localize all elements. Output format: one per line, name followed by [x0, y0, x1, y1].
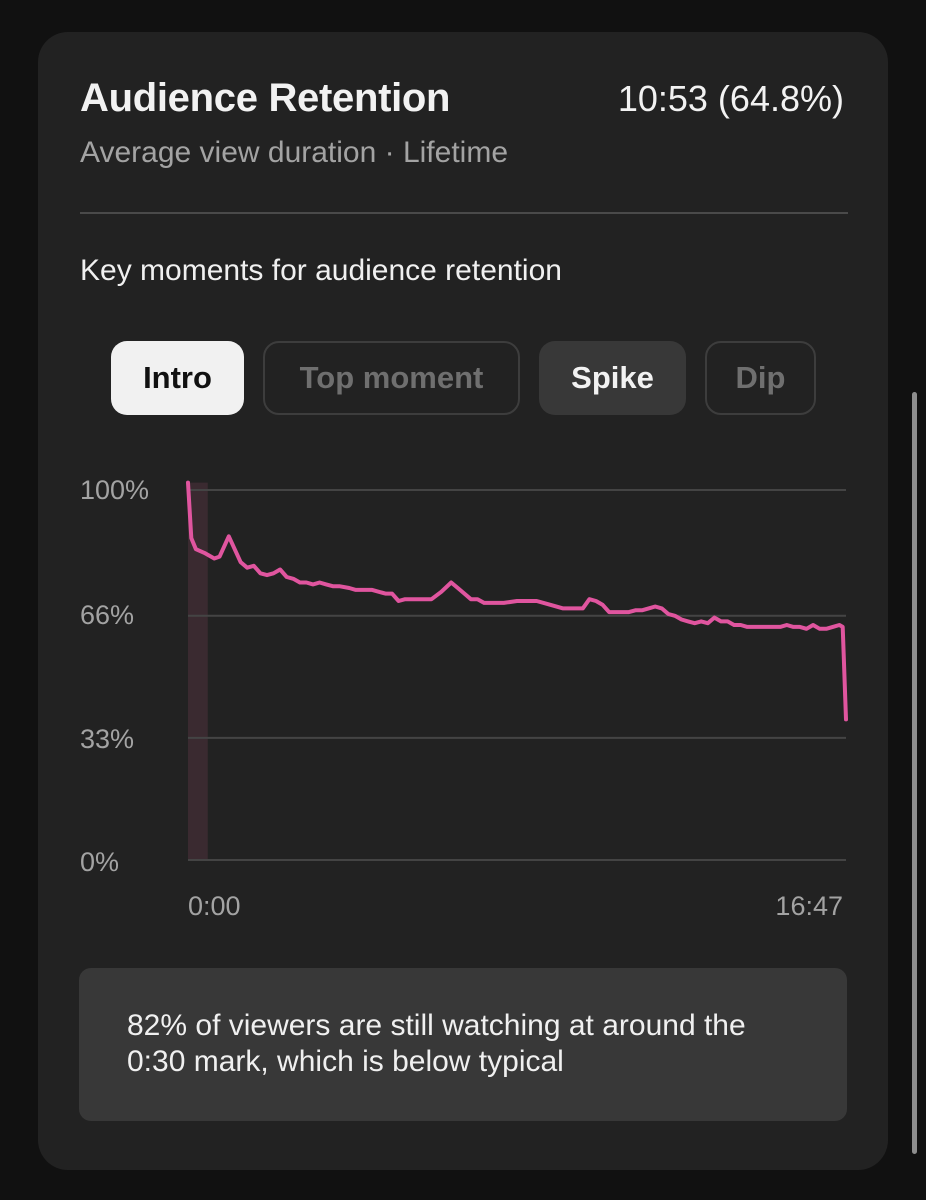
- divider: [80, 212, 848, 214]
- x-tick-end: 16:47: [775, 891, 843, 921]
- y-tick-100: 100%: [80, 475, 149, 505]
- insight-text: 82% of viewers are still watching at aro…: [127, 1009, 746, 1078]
- chip-dip[interactable]: Dip: [705, 341, 816, 415]
- audience-retention-card: Audience Retention 10:53 (64.8%) Average…: [38, 32, 888, 1170]
- average-view-duration-value: 10:53 (64.8%): [617, 78, 844, 119]
- retention-line: [186, 480, 848, 722]
- chip-intro[interactable]: Intro: [111, 341, 244, 415]
- retention-chart: 100% 66% 33% 0% 0:00 16:47: [80, 475, 848, 921]
- x-tick-start: 0:00: [188, 891, 241, 921]
- chart-gridlines: [188, 489, 846, 861]
- card-title: Audience Retention: [80, 76, 451, 120]
- y-tick-66: 66%: [80, 600, 134, 630]
- y-tick-0: 0%: [80, 847, 119, 877]
- scrollbar[interactable]: [912, 392, 917, 1154]
- insight-box: 82% of viewers are still watching at aro…: [79, 968, 847, 1121]
- chip-spike[interactable]: Spike: [539, 341, 686, 415]
- y-tick-33: 33%: [80, 724, 134, 754]
- intro-highlight-region: [188, 482, 208, 860]
- key-moments-heading: Key moments for audience retention: [80, 254, 562, 287]
- chip-top-moment[interactable]: Top moment: [263, 341, 520, 415]
- card-subtitle: Average view duration · Lifetime: [80, 136, 508, 169]
